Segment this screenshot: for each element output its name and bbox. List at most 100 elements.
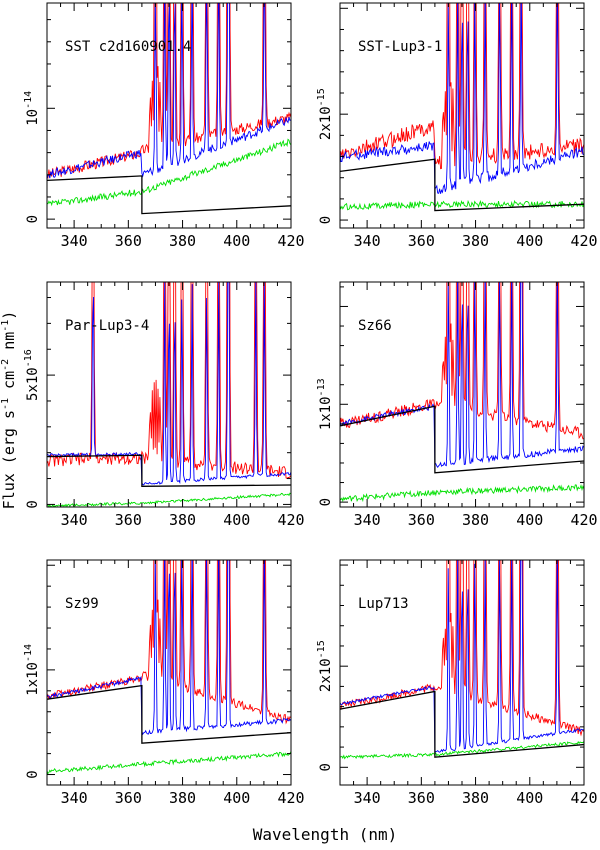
- chart-panel: 340 360 380 400 420 0 1x10-14 Sz99: [23, 559, 305, 807]
- y-tick-mantissa: 10: [25, 109, 41, 126]
- series-line-red: [340, 282, 584, 440]
- plot-area: [47, 282, 291, 507]
- x-tick-label: 380: [169, 232, 196, 250]
- ylabel-part: ): [0, 311, 18, 320]
- y-tick-label: 0: [25, 500, 41, 508]
- series-line-green: [340, 199, 584, 211]
- panel-title: Sz99: [65, 596, 99, 612]
- x-tick-label: 340: [354, 232, 381, 250]
- plot-area: [47, 3, 291, 215]
- y-tick-label: 0: [25, 770, 41, 778]
- y-tick-label: 0: [318, 216, 334, 224]
- chart-panel: 340 360 380 400 420 0 1x10-13 Sz66: [316, 281, 598, 529]
- y-tick-exponent: -14: [23, 644, 34, 662]
- panel-title: SST c2d160901.4: [65, 39, 191, 55]
- y-tick-exponent: -16: [23, 349, 34, 367]
- x-tick-label: 360: [115, 511, 142, 529]
- y-tick-label: 0: [25, 215, 41, 223]
- y-tick-exponent: -15: [316, 88, 327, 106]
- ylabel-exp: -1: [0, 398, 11, 410]
- series-line-red: [340, 3, 584, 170]
- x-tick-label: 400: [223, 232, 250, 250]
- x-tick-label: 380: [462, 511, 489, 529]
- y-tick-label: 1x10-13: [316, 378, 334, 430]
- ylabel-exp: -2: [0, 359, 11, 371]
- series-line-red: [47, 282, 291, 479]
- series-line-blue: [340, 282, 584, 468]
- y-tick-label: 0: [318, 498, 334, 506]
- panel-title: SST-Lup3-1: [358, 39, 442, 55]
- x-tick-label: 420: [570, 232, 597, 250]
- series-line-red: [340, 560, 584, 737]
- y-tick-mantissa: 2x10: [318, 106, 334, 140]
- y-tick-mantissa: 5x10: [25, 367, 41, 401]
- x-tick-label: 420: [277, 511, 304, 529]
- y-tick-label: 0: [318, 763, 334, 771]
- x-tick-label: 340: [61, 232, 88, 250]
- panel-title: Sz66: [358, 318, 392, 334]
- series-line-continuum: [340, 405, 584, 474]
- y-tick-mantissa: 1x10: [318, 396, 334, 430]
- x-tick-label: 340: [354, 511, 381, 529]
- x-tick-label: 420: [277, 789, 304, 807]
- y-tick-exponent: -15: [316, 640, 327, 658]
- y-tick-exponent: -14: [23, 91, 34, 109]
- y-tick-label: 2x10-15: [316, 640, 334, 692]
- y-tick-label: 2x10-15: [316, 88, 334, 140]
- series-line-continuum: [47, 175, 291, 215]
- y-tick-label: 5x10-16: [23, 349, 41, 401]
- x-tick-label: 360: [408, 789, 435, 807]
- x-tick-label: 400: [223, 511, 250, 529]
- ylabel-exp: -1: [0, 320, 11, 332]
- panel-title: Par-Lup3-4: [65, 318, 149, 334]
- ylabel-part: Flux (erg s: [0, 410, 18, 509]
- x-tick-label: 340: [354, 789, 381, 807]
- chart-panel: 340 360 380 400 420 0 2x10-15 Lup713: [316, 559, 598, 807]
- x-tick-label: 420: [570, 789, 597, 807]
- panel-title: Lup713: [358, 596, 409, 612]
- ylabel-part: cm: [0, 371, 18, 398]
- y-tick-label: 10-14: [23, 91, 41, 126]
- x-tick-label: 340: [61, 511, 88, 529]
- x-tick-label: 420: [570, 511, 597, 529]
- series-line-continuum: [47, 454, 291, 487]
- x-tick-label: 400: [516, 511, 543, 529]
- plot-area: [47, 560, 291, 775]
- x-tick-label: 380: [169, 789, 196, 807]
- y-tick-mantissa: 1x10: [25, 662, 41, 696]
- x-tick-label: 420: [277, 232, 304, 250]
- series-line-green: [340, 740, 584, 760]
- series-line-continuum: [340, 158, 584, 212]
- y-tick-mantissa: 2x10: [318, 658, 334, 692]
- x-tick-label: 360: [115, 789, 142, 807]
- series-line-continuum: [47, 684, 291, 744]
- plot-area: [340, 282, 584, 503]
- chart-panel: 340 360 380 400 420 0 5x10-16 Par-Lup3-4: [23, 281, 305, 529]
- x-tick-label: 380: [169, 511, 196, 529]
- x-tick-label: 400: [223, 789, 250, 807]
- x-tick-label: 380: [462, 232, 489, 250]
- y-tick-label: 1x10-14: [23, 644, 41, 696]
- ylabel-part: nm: [0, 332, 18, 359]
- series-line-green: [47, 751, 291, 775]
- x-tick-label: 400: [516, 232, 543, 250]
- series-line-blue: [340, 3, 584, 194]
- x-axis-label: Wavelength (nm): [253, 825, 398, 844]
- y-axis-label: Flux (erg s-1 cm-2 nm-1): [0, 311, 18, 510]
- series-line-red: [47, 560, 291, 725]
- x-tick-label: 360: [408, 511, 435, 529]
- x-tick-label: 380: [462, 789, 489, 807]
- y-tick-exponent: -13: [316, 378, 327, 396]
- series-line-blue: [47, 560, 291, 736]
- x-tick-label: 400: [516, 789, 543, 807]
- series-line-continuum: [340, 690, 584, 758]
- plot-area: [340, 3, 584, 212]
- series-line-blue: [340, 560, 584, 753]
- x-tick-label: 360: [408, 232, 435, 250]
- x-tick-label: 360: [115, 232, 142, 250]
- plot-frame: [46, 2, 292, 229]
- series-line-red: [47, 3, 291, 179]
- series-line-blue: [47, 3, 291, 180]
